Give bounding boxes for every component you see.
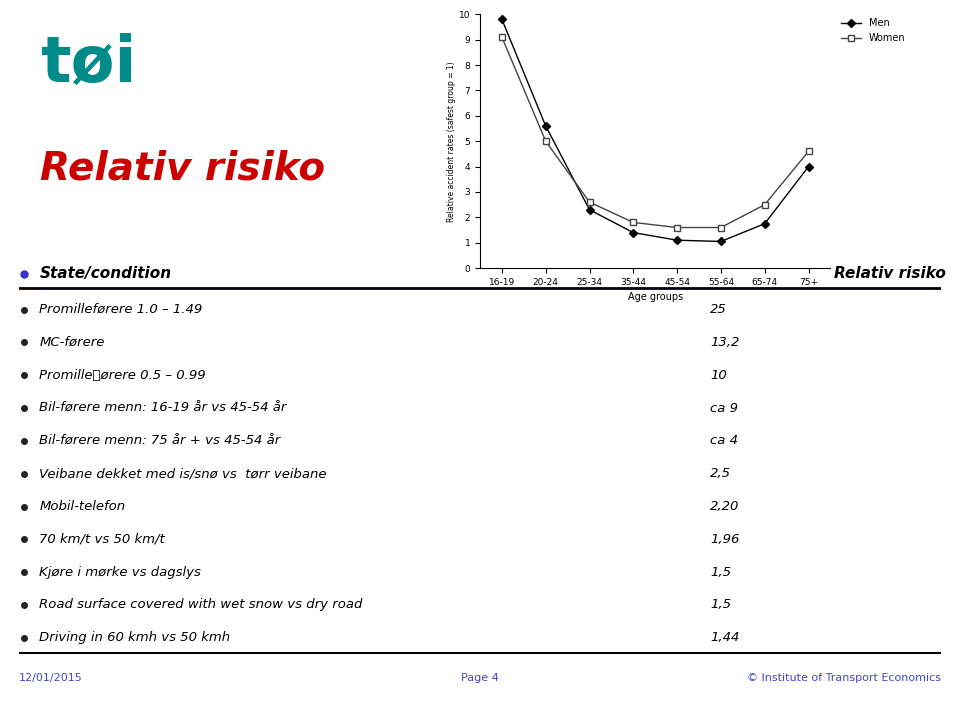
Text: Promilleførere 1.0 – 1.49: Promilleførere 1.0 – 1.49 xyxy=(39,303,203,316)
Text: ca 4: ca 4 xyxy=(710,434,738,448)
Text: © Institute of Transport Economics: © Institute of Transport Economics xyxy=(747,673,941,683)
Text: Promilleفørere 0.5 – 0.99: Promilleفørere 0.5 – 0.99 xyxy=(39,369,206,382)
Text: Relativ risiko: Relativ risiko xyxy=(834,267,946,282)
Text: tøi: tøi xyxy=(40,33,136,94)
Men xyxy=(671,236,683,245)
Text: 1,44: 1,44 xyxy=(710,631,740,644)
Text: 1,5: 1,5 xyxy=(710,598,732,611)
Text: Mobil-telefon: Mobil-telefon xyxy=(39,500,126,513)
Text: Driving in 60 kmh vs 50 kmh: Driving in 60 kmh vs 50 kmh xyxy=(39,631,230,644)
Text: 1,96: 1,96 xyxy=(710,533,740,546)
Women xyxy=(628,218,639,227)
Text: 10: 10 xyxy=(710,369,727,382)
Women xyxy=(496,33,508,41)
Text: MC-førere: MC-førere xyxy=(39,336,105,349)
Men xyxy=(496,15,508,24)
Women xyxy=(540,137,551,146)
Women xyxy=(803,147,814,156)
Men xyxy=(759,220,771,228)
Men xyxy=(628,228,639,237)
Text: Page 4: Page 4 xyxy=(461,673,499,683)
Men xyxy=(540,122,551,130)
Men xyxy=(584,205,595,214)
X-axis label: Age groups: Age groups xyxy=(628,292,683,302)
Line: Women: Women xyxy=(499,34,811,230)
Text: Bil-førere menn: 16-19 år vs 45-54 år: Bil-førere menn: 16-19 år vs 45-54 år xyxy=(39,402,287,415)
Text: Bil-førere menn: 75 år + vs 45-54 år: Bil-førere menn: 75 år + vs 45-54 år xyxy=(39,434,280,448)
Text: 1,5: 1,5 xyxy=(710,566,732,578)
Text: 2,5: 2,5 xyxy=(710,467,732,480)
Text: Relativ risiko: Relativ risiko xyxy=(40,149,325,187)
Women xyxy=(759,200,771,209)
Women xyxy=(584,198,595,207)
Women xyxy=(715,223,727,232)
Text: 13,2: 13,2 xyxy=(710,336,740,349)
Text: 12/01/2015: 12/01/2015 xyxy=(19,673,83,683)
Women xyxy=(671,223,683,232)
Line: Men: Men xyxy=(499,16,811,245)
Men xyxy=(803,162,814,171)
Text: 2,20: 2,20 xyxy=(710,500,740,513)
Text: Kjøre i mørke vs dagslys: Kjøre i mørke vs dagslys xyxy=(39,566,202,578)
Text: Veibane dekket med is/snø vs  tørr veibane: Veibane dekket med is/snø vs tørr veiban… xyxy=(39,467,327,480)
Text: 25: 25 xyxy=(710,303,727,316)
Text: 70 km/t vs 50 km/t: 70 km/t vs 50 km/t xyxy=(39,533,165,546)
Text: Road surface covered with wet snow vs dry road: Road surface covered with wet snow vs dr… xyxy=(39,598,363,611)
Text: State/condition: State/condition xyxy=(39,267,172,282)
Y-axis label: Relative accident rates (safest group = 1): Relative accident rates (safest group = … xyxy=(447,61,456,222)
Men xyxy=(715,237,727,246)
Text: ca 9: ca 9 xyxy=(710,402,738,415)
Legend: Men, Women: Men, Women xyxy=(837,14,909,47)
